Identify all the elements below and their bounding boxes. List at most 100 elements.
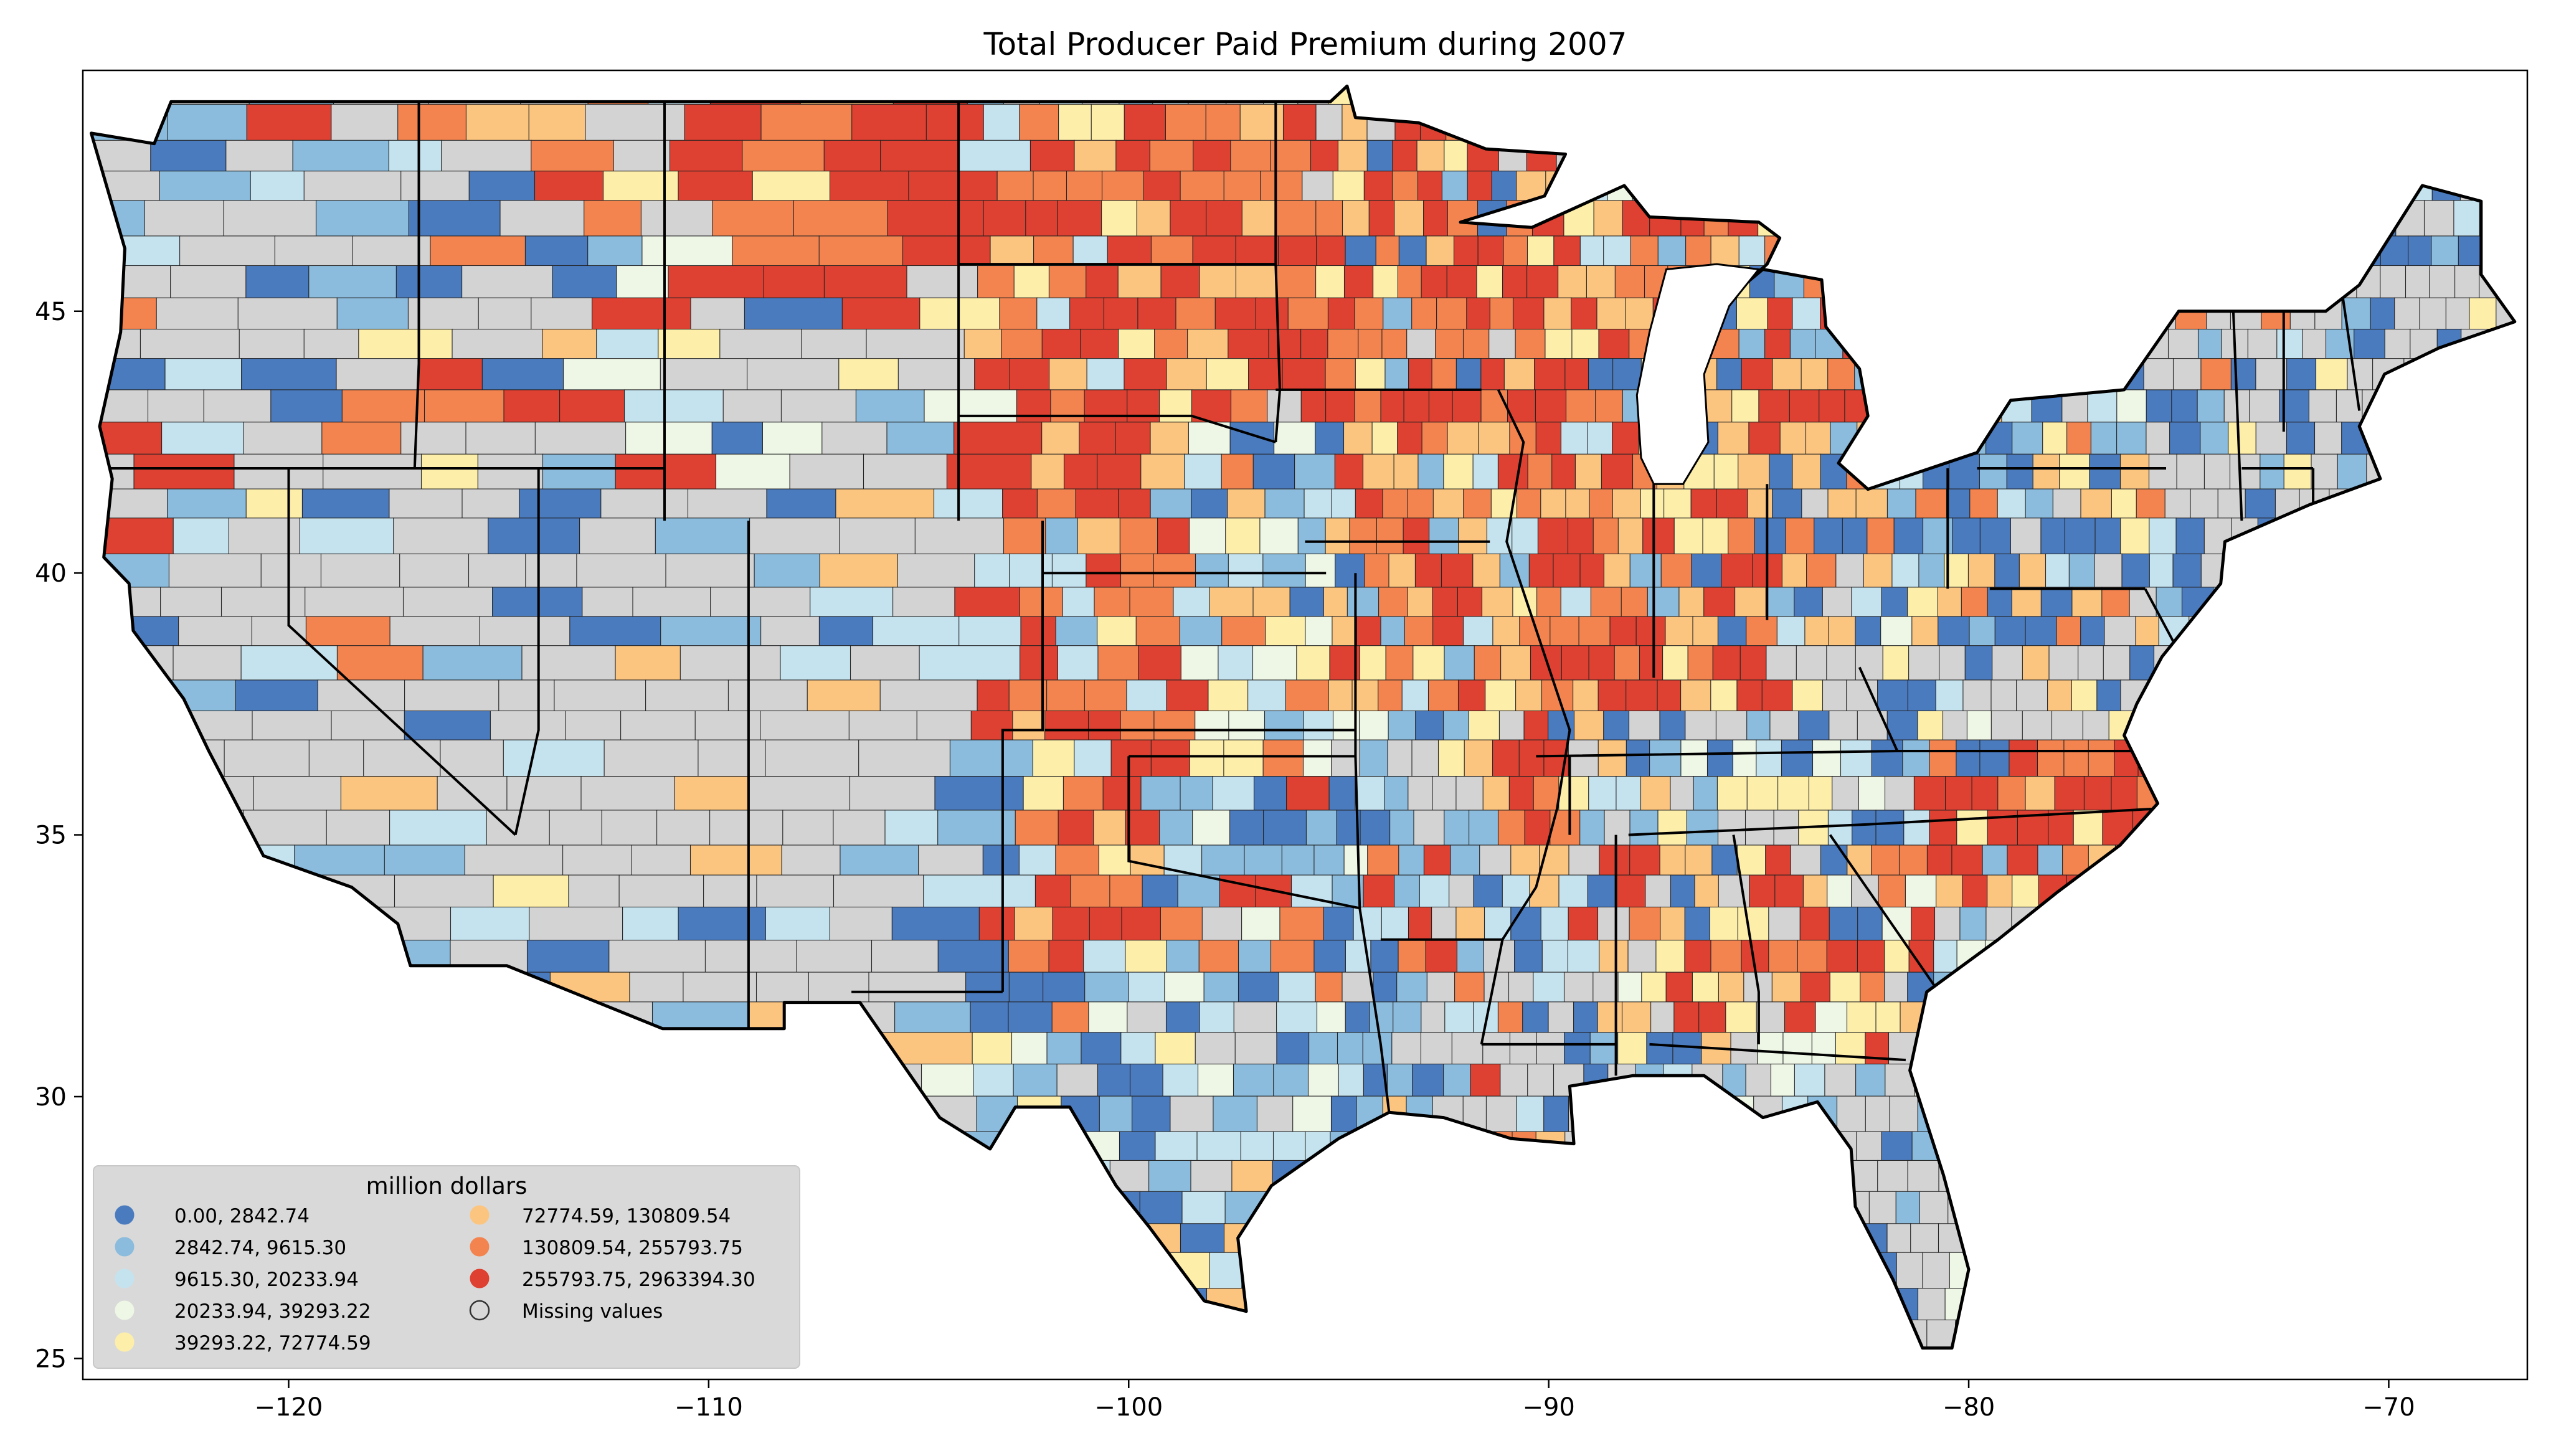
- county-cell: [1649, 739, 1682, 777]
- county-cell: [1188, 518, 1226, 555]
- county-cell: [1680, 679, 1711, 712]
- county-cell: [1588, 645, 1616, 681]
- county-cell: [1316, 1001, 1346, 1033]
- county-cell: [388, 139, 442, 172]
- county-cell: [1062, 587, 1096, 618]
- county-cell: [1463, 488, 1492, 519]
- county-cell: [1086, 553, 1122, 589]
- county-cell: [1673, 518, 1704, 555]
- county-cell: [2119, 453, 2150, 490]
- county-cell: [1908, 645, 1940, 681]
- county-cell: [2429, 265, 2456, 299]
- county-cell: [1369, 1001, 1394, 1033]
- county-cell: [250, 171, 305, 202]
- county-cell: [1043, 971, 1086, 1003]
- county-cell: [2255, 422, 2288, 455]
- county-cell: [1599, 844, 1630, 876]
- county-cell: [1446, 265, 1478, 299]
- county-cell: [1393, 453, 1419, 490]
- county-cell: [1016, 389, 1052, 423]
- county-cell: [1118, 328, 1155, 359]
- county-cell: [1535, 422, 1562, 455]
- county-cell: [1442, 710, 1470, 741]
- county-cell: [1761, 679, 1794, 712]
- county-cell: [2337, 453, 2367, 490]
- county-cell: [1502, 265, 1528, 299]
- county-cell: [1801, 358, 1829, 390]
- county-cell: [167, 488, 247, 519]
- county-cell: [400, 171, 470, 202]
- county-cell: [2045, 553, 2070, 589]
- y-tick-label: 45: [35, 298, 67, 326]
- county-cell: [2068, 553, 2096, 589]
- county-cell: [1593, 971, 1619, 1003]
- county-cell: [450, 906, 530, 941]
- county-cell: [243, 810, 328, 846]
- county-cell: [1725, 1001, 1758, 1033]
- county-cell: [1526, 265, 1559, 299]
- county-cell: [1470, 1064, 1502, 1097]
- county-cell: [954, 587, 1021, 618]
- county-cell: [1443, 1064, 1472, 1097]
- county-cell: [2120, 518, 2150, 555]
- county-cell: [897, 358, 975, 390]
- county-cell: [1072, 235, 1109, 267]
- county-cell: [1233, 1001, 1277, 1033]
- county-cell: [1342, 971, 1375, 1003]
- county-cell: [1979, 453, 2008, 490]
- county-cell: [1431, 358, 1457, 390]
- county-cell: [1086, 265, 1119, 299]
- county-cell: [1500, 1064, 1528, 1097]
- county-cell: [1287, 297, 1329, 330]
- county-cell: [1686, 810, 1719, 846]
- county-cell: [1371, 422, 1398, 455]
- county-cell: [1997, 488, 2027, 519]
- county-cell: [1842, 518, 1868, 555]
- county-cell: [1069, 297, 1105, 330]
- county-cell: [1212, 776, 1255, 811]
- county-cell: [1441, 171, 1469, 202]
- county-cell: [1768, 940, 1799, 973]
- county-cell: [1359, 739, 1389, 777]
- county-cell: [534, 171, 604, 202]
- county-cell: [1645, 874, 1672, 908]
- state-boundary: [287, 468, 516, 836]
- county-cell: [1148, 1160, 1192, 1193]
- county-cell: [1492, 739, 1520, 777]
- county-cell: [1665, 971, 1693, 1003]
- county-cell: [1417, 171, 1443, 202]
- county-cell: [1670, 776, 1695, 811]
- county-cell: [1856, 1131, 1883, 1161]
- county-cell: [2054, 776, 2085, 811]
- county-cell: [1774, 874, 1804, 908]
- county-cell: [1119, 518, 1158, 555]
- county-cell: [1335, 553, 1365, 589]
- county-cell: [1230, 139, 1272, 172]
- county-cell: [1910, 1223, 1939, 1254]
- county-cell: [245, 265, 310, 299]
- county-cell: [1228, 710, 1266, 741]
- county-cell: [1692, 971, 1720, 1003]
- county-cell: [2445, 297, 2470, 330]
- county-cell: [1587, 422, 1613, 455]
- county-cell: [1905, 874, 1937, 908]
- county-cell: [946, 453, 1032, 490]
- county-cell: [1425, 940, 1458, 973]
- county-cell: [1826, 940, 1858, 973]
- county-cell: [521, 645, 617, 681]
- county-cell: [292, 139, 390, 172]
- county-cell: [1706, 739, 1734, 777]
- county-cell: [765, 739, 859, 777]
- county-cell: [1767, 297, 1794, 330]
- county-cell: [1913, 776, 1946, 811]
- county-cell: [1393, 1001, 1422, 1033]
- county-cell: [1325, 358, 1356, 390]
- county-cell: [1884, 776, 1915, 811]
- county-cell: [640, 200, 714, 237]
- county-cell: [1979, 739, 2010, 777]
- county-cell: [1201, 906, 1242, 941]
- county-cell: [1484, 971, 1510, 1003]
- county-cell: [299, 518, 394, 555]
- county-cell: [1713, 453, 1739, 490]
- county-cell: [1716, 776, 1748, 811]
